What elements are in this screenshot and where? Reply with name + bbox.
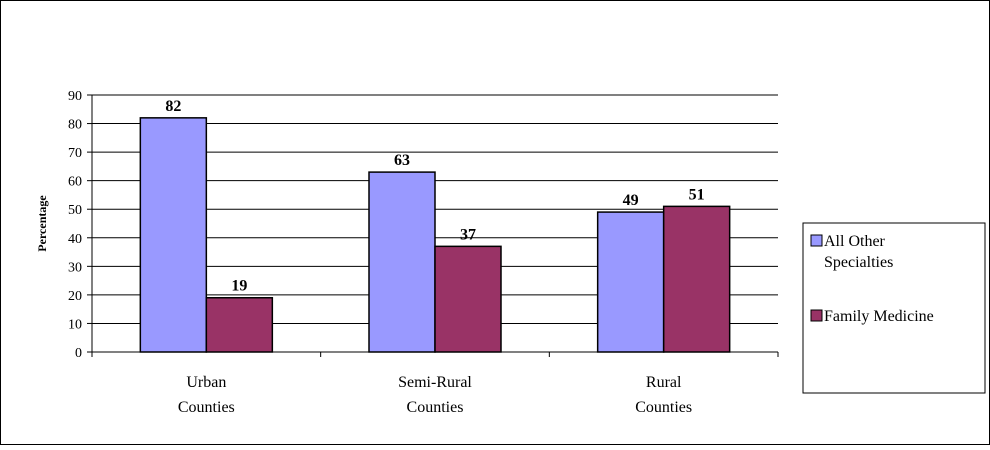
- y-axis-title: Percentage: [35, 195, 49, 252]
- legend-label: Specialties: [824, 254, 893, 271]
- data-label: 63: [394, 152, 410, 169]
- bar: [139, 117, 208, 353]
- y-tick-label: 30: [68, 260, 82, 275]
- y-tick-label: 50: [68, 203, 82, 218]
- bars: [139, 117, 731, 353]
- y-tick-label: 90: [68, 89, 82, 104]
- y-tick-label: 0: [75, 346, 82, 361]
- data-label: 82: [165, 98, 181, 115]
- legend-label: Family Medicine: [824, 308, 934, 325]
- data-label: 49: [623, 192, 639, 209]
- category-label: Urban: [186, 374, 226, 391]
- axes: 0 10 20 30 40 50 60 70 80 90: [68, 89, 779, 361]
- legend: All Other Specialties Family Medicine: [802, 222, 986, 394]
- data-label: 51: [689, 186, 705, 203]
- data-label: 37: [460, 226, 476, 243]
- y-tick-label: 10: [68, 317, 82, 332]
- bar: [596, 211, 665, 353]
- data-label: 19: [231, 278, 247, 295]
- y-axis-title-group: Percentage: [35, 195, 49, 252]
- legend-swatch: [810, 309, 823, 322]
- labels: 82 19 Urban Counties 63 37 Semi-Rural Counties 4…: [165, 98, 704, 416]
- category-label: Counties: [635, 399, 692, 416]
- bar: [434, 245, 502, 353]
- legend-swatch: [810, 234, 823, 247]
- category-label: Rural: [646, 374, 682, 391]
- legend-label: All Other: [824, 233, 886, 250]
- y-tick-label: 40: [68, 232, 82, 247]
- y-tick-label: 70: [68, 146, 82, 161]
- category-label: Counties: [178, 399, 235, 416]
- bar: [205, 296, 274, 353]
- y-tick-label: 80: [68, 118, 82, 133]
- y-tick-label: 60: [68, 175, 82, 190]
- bar: [662, 205, 731, 353]
- legend-box: [802, 222, 986, 394]
- y-tick-label: 20: [68, 289, 82, 304]
- category-label: Semi-Rural: [398, 374, 472, 391]
- bar: [368, 171, 436, 353]
- category-label: Counties: [407, 399, 464, 416]
